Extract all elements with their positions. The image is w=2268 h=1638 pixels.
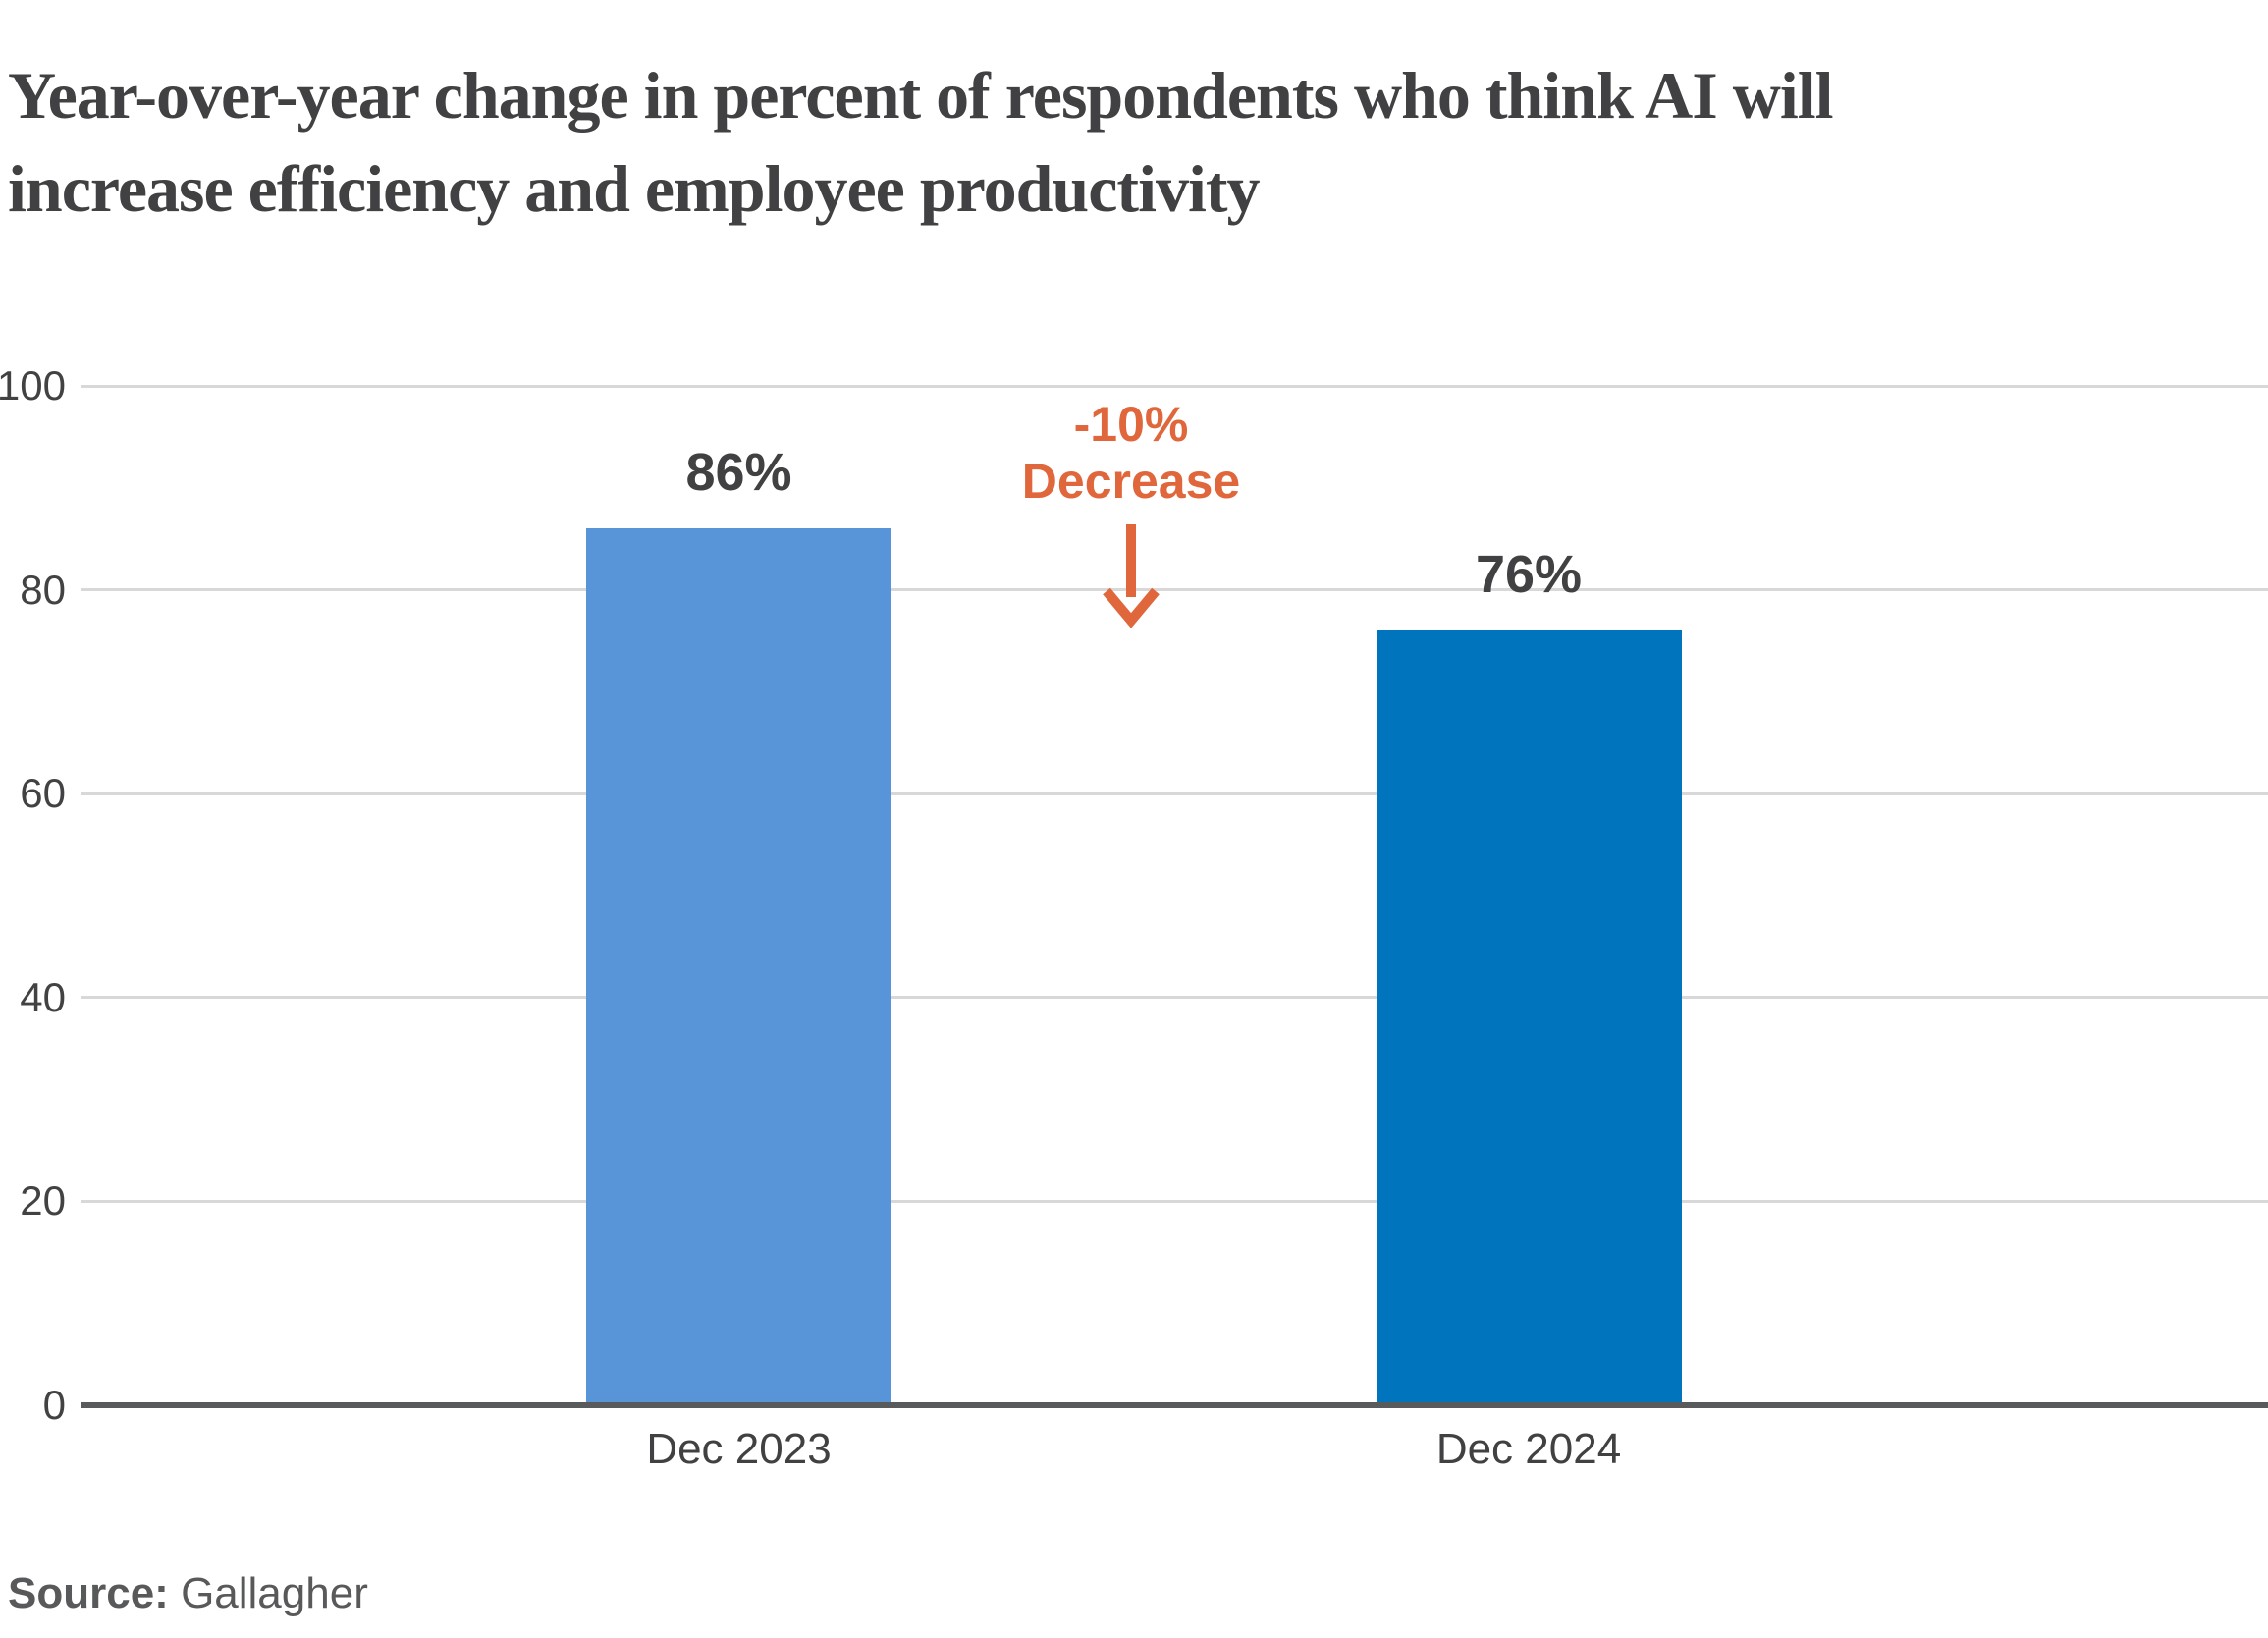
annotation-delta-text: -10% bbox=[1073, 397, 1189, 452]
y-tick-label-60: 60 bbox=[20, 770, 66, 817]
gridline-60 bbox=[81, 792, 2268, 795]
x-axis-line bbox=[81, 1402, 2268, 1408]
x-tick-label-dec-2023: Dec 2023 bbox=[646, 1425, 832, 1473]
bar-dec-2023 bbox=[586, 528, 891, 1405]
bar-dec-2024 bbox=[1376, 630, 1682, 1405]
y-tick-label-20: 20 bbox=[20, 1177, 66, 1225]
source-line: Source: Gallagher bbox=[8, 1569, 368, 1618]
source-label: Source: bbox=[8, 1569, 169, 1617]
annotation-decrease-text: Decrease bbox=[1021, 454, 1241, 509]
gridline-40 bbox=[81, 996, 2268, 1000]
value-label-dec-2024: 76% bbox=[1475, 545, 1583, 605]
down-arrow-icon bbox=[1103, 524, 1160, 628]
y-tick-label-80: 80 bbox=[20, 566, 66, 613]
x-tick-label-dec-2024: Dec 2024 bbox=[1435, 1425, 1622, 1473]
value-label-dec-2023: 86% bbox=[685, 443, 792, 503]
chart-title-line-2: increase efficiency and employee product… bbox=[8, 150, 1261, 226]
chart-title-line-1: Year-over-year change in percent of resp… bbox=[8, 57, 1834, 133]
gridline-80 bbox=[81, 588, 2268, 592]
source-value: Gallagher bbox=[181, 1569, 368, 1617]
gridline-100 bbox=[81, 384, 2268, 388]
plot-area: 86% Dec 2023 76% Dec 2024 bbox=[81, 384, 2268, 1472]
y-axis-labels: 0 20 40 60 80 100 bbox=[0, 364, 66, 1427]
gridline-20 bbox=[81, 1199, 2268, 1203]
y-tick-label-100: 100 bbox=[0, 362, 66, 409]
y-tick-label-40: 40 bbox=[20, 973, 66, 1020]
y-tick-label-0: 0 bbox=[42, 1382, 66, 1428]
chart-title: Year-over-year change in percent of resp… bbox=[8, 49, 2246, 236]
decrease-annotation: -10% Decrease bbox=[1022, 396, 1240, 510]
